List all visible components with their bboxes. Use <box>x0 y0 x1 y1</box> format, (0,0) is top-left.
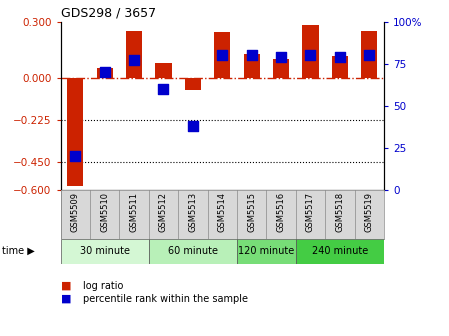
Bar <box>67 78 84 186</box>
Point <box>248 53 255 58</box>
Bar <box>155 63 172 78</box>
Bar <box>97 68 113 78</box>
Text: GSM5515: GSM5515 <box>247 192 256 232</box>
Point <box>336 54 343 60</box>
Text: GSM5509: GSM5509 <box>71 192 80 232</box>
Text: percentile rank within the sample: percentile rank within the sample <box>83 294 248 304</box>
Bar <box>361 31 377 78</box>
Point <box>307 53 314 58</box>
Bar <box>332 56 348 78</box>
Bar <box>296 239 384 264</box>
Bar <box>214 32 230 78</box>
Bar <box>185 78 201 90</box>
Text: GSM5510: GSM5510 <box>100 192 109 232</box>
Bar <box>237 239 296 264</box>
Point <box>160 86 167 92</box>
Point <box>219 53 226 58</box>
Text: GSM5511: GSM5511 <box>130 192 139 232</box>
Point <box>131 58 138 63</box>
Bar <box>61 239 149 264</box>
Point <box>101 70 108 75</box>
Text: GDS298 / 3657: GDS298 / 3657 <box>61 6 156 19</box>
Bar <box>149 239 237 264</box>
Text: GSM5512: GSM5512 <box>159 192 168 232</box>
Bar <box>302 25 318 78</box>
Text: GSM5516: GSM5516 <box>277 192 286 233</box>
Text: 240 minute: 240 minute <box>312 246 368 256</box>
Text: GSM5518: GSM5518 <box>335 192 344 233</box>
Text: 120 minute: 120 minute <box>238 246 295 256</box>
Text: GSM5513: GSM5513 <box>189 192 198 233</box>
Bar <box>126 31 142 78</box>
Text: 60 minute: 60 minute <box>168 246 218 256</box>
Point <box>189 123 197 129</box>
Text: time ▶: time ▶ <box>2 246 35 256</box>
Point <box>277 54 285 60</box>
Text: log ratio: log ratio <box>83 281 123 291</box>
Text: ■: ■ <box>61 281 71 291</box>
Point <box>72 154 79 159</box>
Text: GSM5519: GSM5519 <box>365 192 374 232</box>
Text: ■: ■ <box>61 294 71 304</box>
Text: GSM5517: GSM5517 <box>306 192 315 233</box>
Text: GSM5514: GSM5514 <box>218 192 227 232</box>
Text: 30 minute: 30 minute <box>80 246 130 256</box>
Bar <box>243 53 260 78</box>
Bar <box>273 59 289 78</box>
Point <box>365 53 373 58</box>
